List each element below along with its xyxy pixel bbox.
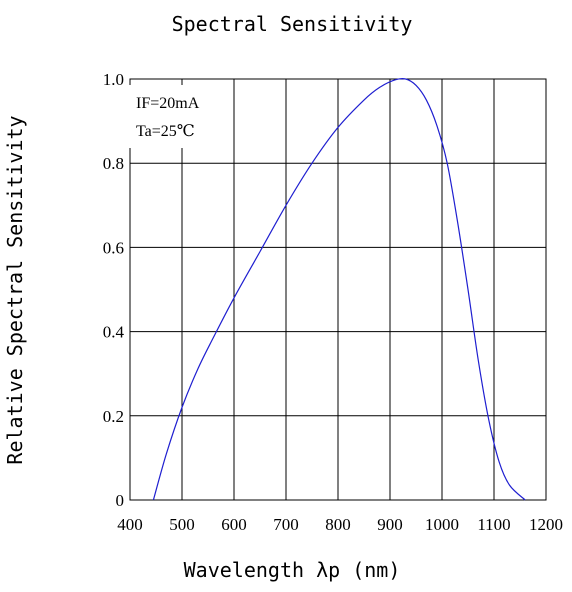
y-tick-label: 1.0 <box>103 70 124 89</box>
x-tick-label: 1100 <box>477 515 510 534</box>
y-tick-label: 0.8 <box>103 154 124 173</box>
y-axis-label: Relative Spectral Sensitivity <box>3 115 27 464</box>
y-tick-labels: 0 0.2 0.4 0.6 0.8 1.0 <box>103 70 125 510</box>
x-tick-label: 1200 <box>529 515 563 534</box>
x-tick-label: 1000 <box>425 515 459 534</box>
condition-if: IF=20mA <box>136 95 200 112</box>
x-tick-label: 900 <box>377 515 403 534</box>
x-tick-label: 700 <box>273 515 299 534</box>
x-tick-label: 600 <box>221 515 247 534</box>
x-tick-label: 400 <box>117 515 143 534</box>
series-line-relative-sensitivity <box>152 77 526 501</box>
y-tick-label: 0.6 <box>103 238 124 257</box>
condition-ta: Ta=25℃ <box>136 123 195 140</box>
x-tick-label: 500 <box>169 515 195 534</box>
x-tick-labels: 400 500 600 700 800 900 1000 1100 1200 <box>117 515 563 534</box>
conditions-box <box>129 85 233 148</box>
y-tick-label: 0 <box>116 491 125 510</box>
y-tick-label: 0.2 <box>103 407 124 426</box>
plot-frame <box>129 78 547 501</box>
y-tick-label: 0.4 <box>103 323 125 342</box>
x-tick-label: 800 <box>325 515 351 534</box>
grid <box>130 79 546 500</box>
chart-title: Spectral Sensitivity <box>172 12 413 36</box>
x-axis-label: Wavelength λp (nm) <box>184 558 401 582</box>
